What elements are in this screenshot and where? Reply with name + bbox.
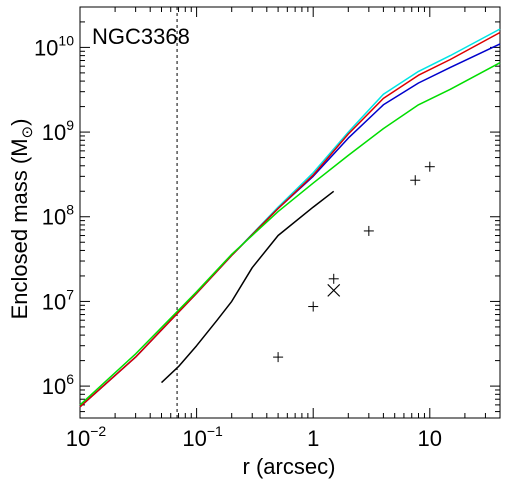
y-tick-label: 107 [42, 286, 74, 314]
x-tick-label: 10 [418, 426, 442, 451]
y-tick-label: 1010 [34, 32, 74, 60]
x-axis-label: r (arcsec) [243, 454, 336, 479]
series-line-4 [79, 62, 501, 406]
cross-marker-7 [327, 283, 341, 297]
series-line-3 [79, 31, 501, 408]
y-axis-label-close: ) [7, 119, 32, 126]
x-tick-label: 10−1 [182, 423, 223, 451]
plot-frame [79, 6, 501, 419]
x-tick-label: 10−2 [66, 423, 107, 451]
galaxy-annotation: NGC3368 [92, 24, 190, 49]
plus-marker-2 [308, 301, 319, 312]
series-line-5 [160, 190, 335, 384]
solar-symbol: ⊙ [19, 126, 36, 139]
y-axis-label-text: Enclosed mass (M [7, 138, 32, 319]
y-axis-label: Enclosed mass (M⊙) [7, 119, 36, 320]
x-tick-labels: 10−2 10−1 1 10 [66, 423, 442, 451]
y-tick-label: 108 [42, 202, 74, 230]
y-tick-labels: 106 107 108 109 1010 [34, 32, 74, 399]
plus-marker-6 [424, 161, 435, 172]
x-tick-label: 1 [307, 426, 319, 451]
plus-marker-5 [410, 175, 421, 186]
y-tick-label: 109 [42, 117, 74, 145]
plus-marker-4 [363, 225, 374, 236]
y-tick-label: 106 [42, 371, 74, 399]
plot-area [79, 6, 501, 419]
plus-marker-3 [328, 273, 339, 284]
plus-marker-1 [273, 352, 284, 363]
cross-stroke [327, 283, 341, 297]
